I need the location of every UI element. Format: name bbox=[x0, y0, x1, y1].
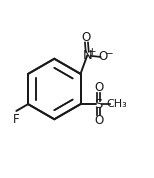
Text: +: + bbox=[88, 47, 96, 57]
Text: CH₃: CH₃ bbox=[106, 99, 127, 109]
Text: O: O bbox=[94, 114, 103, 127]
Text: S: S bbox=[94, 98, 103, 111]
Text: N: N bbox=[82, 49, 92, 62]
Text: O: O bbox=[94, 82, 103, 95]
Text: F: F bbox=[13, 113, 20, 126]
Text: O: O bbox=[99, 50, 108, 63]
Text: −: − bbox=[105, 49, 113, 59]
Text: O: O bbox=[82, 31, 91, 44]
